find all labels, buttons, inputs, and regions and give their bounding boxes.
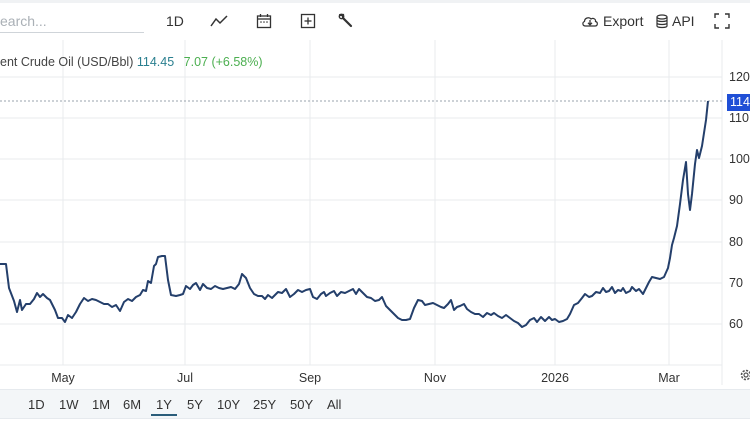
interval-button[interactable]: 1D: [166, 10, 184, 32]
range-50y[interactable]: 50Y: [290, 397, 314, 412]
x-tick-sep: Sep: [298, 371, 322, 385]
range-selector: 1D 1W 1M 6M 1Y 5Y 10Y 25Y 50Y All: [0, 389, 750, 419]
wrench-icon: [338, 13, 353, 28]
range-1w[interactable]: 1W: [59, 397, 79, 412]
range-all[interactable]: All: [327, 397, 342, 412]
series-change: 7.07 (+6.58%): [183, 55, 263, 69]
y-tick-120: 120: [729, 70, 750, 84]
date-range-button[interactable]: [256, 10, 272, 32]
y-tick-60: 60: [729, 317, 743, 331]
series-legend: ent Crude Oil (USD/Bbl) 114.45 7.07 (+6.…: [0, 55, 263, 69]
cloud-download-icon: [582, 17, 598, 27]
database-icon: [656, 13, 668, 28]
fullscreen-icon: [714, 13, 730, 29]
series-price: 114.45: [136, 55, 175, 69]
range-1d[interactable]: 1D: [28, 397, 45, 412]
price-chart[interactable]: [0, 0, 750, 385]
y-tick-110: 110: [729, 111, 749, 125]
price-line: [0, 100, 709, 328]
x-tick-mar: Mar: [658, 371, 680, 385]
settings-tool-button[interactable]: [338, 10, 354, 32]
export-label: Export: [603, 13, 644, 29]
line-chart-icon: [210, 15, 228, 27]
api-button[interactable]: API: [656, 10, 695, 32]
last-price-tag: 114: [727, 94, 750, 111]
add-indicator-button[interactable]: [300, 10, 316, 32]
plus-box-icon: [300, 13, 316, 29]
y-tick-80: 80: [729, 235, 743, 249]
gear-icon[interactable]: [739, 368, 750, 382]
range-6m[interactable]: 6M: [123, 397, 142, 412]
gridlines: [0, 40, 723, 385]
x-tick-jul: Jul: [177, 371, 193, 385]
export-button[interactable]: Export: [581, 10, 643, 32]
x-tick-may: May: [51, 371, 75, 385]
chart-type-button[interactable]: [210, 10, 228, 32]
fullscreen-button[interactable]: [714, 10, 730, 32]
x-tick-2026: 2026: [541, 371, 569, 385]
range-1y[interactable]: 1Y: [151, 397, 177, 416]
y-tick-90: 90: [729, 193, 743, 207]
series-name: ent Crude Oil (USD/Bbl): [0, 55, 134, 69]
range-25y[interactable]: 25Y: [253, 397, 277, 412]
range-1m[interactable]: 1M: [92, 397, 111, 412]
top-border: [0, 0, 750, 3]
interval-label: 1D: [166, 13, 184, 29]
api-label: API: [672, 13, 695, 29]
range-5y[interactable]: 5Y: [187, 397, 203, 412]
x-tick-nov: Nov: [423, 371, 447, 385]
y-tick-70: 70: [729, 276, 743, 290]
y-tick-100: 100: [729, 152, 750, 166]
calendar-icon: [256, 14, 272, 29]
search-input[interactable]: earch...: [0, 10, 144, 33]
range-10y[interactable]: 10Y: [217, 397, 241, 412]
